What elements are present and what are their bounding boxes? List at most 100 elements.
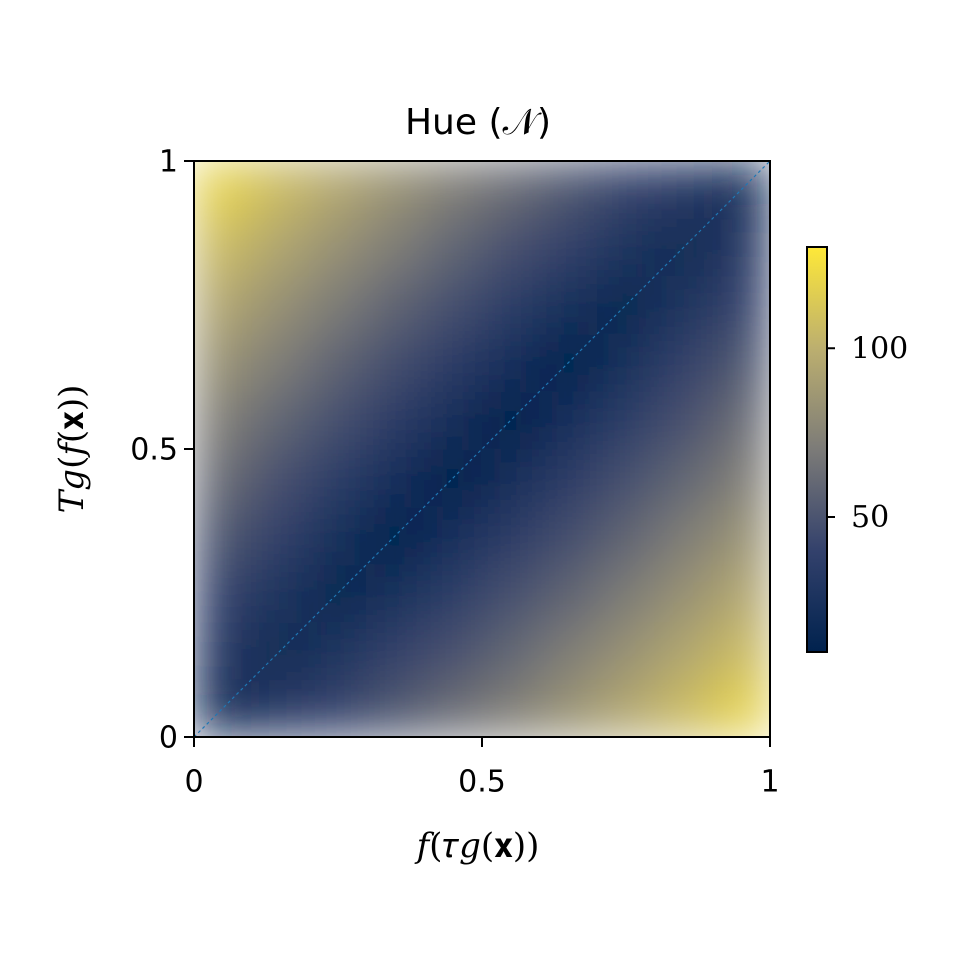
heat-cell <box>481 506 541 565</box>
heat-cell <box>596 275 656 335</box>
heat-cell <box>366 161 425 220</box>
heat-cell <box>251 218 310 277</box>
heat-cell <box>194 390 253 450</box>
heat-cell <box>423 218 483 277</box>
heat-cell <box>539 621 598 680</box>
heat-cell <box>194 275 253 335</box>
heat-cell <box>308 506 368 565</box>
heat-cell <box>423 275 483 335</box>
heat-cell <box>539 678 598 737</box>
y-axis-label: 𝑇𝑔(𝑓(𝐱)) <box>52 385 92 514</box>
heat-cell <box>251 678 310 737</box>
heat-cell <box>596 161 656 220</box>
heat-cell <box>654 678 713 737</box>
heat-cell <box>539 161 598 220</box>
colorbar-tick-label: 100 <box>851 331 908 366</box>
heat-cell <box>654 275 713 335</box>
heat-cell <box>366 678 425 737</box>
heat-cell <box>366 275 425 335</box>
heat-cell <box>596 448 656 508</box>
heat-cell <box>711 506 770 565</box>
heat-cell <box>539 448 598 508</box>
heat-cell <box>481 563 541 623</box>
heat-cell <box>251 275 310 335</box>
heat-cell <box>308 333 368 392</box>
heat-cell <box>539 218 598 277</box>
y-tick-label: 0 <box>159 721 178 756</box>
x-tick-label: 1 <box>760 765 779 800</box>
heat-cell <box>654 333 713 392</box>
heat-cell <box>711 218 770 277</box>
plot-area <box>194 161 770 737</box>
y-tick-label: 1 <box>159 145 178 180</box>
x-axis-label: 𝑓(𝜏𝑔(𝐱)) <box>414 826 540 866</box>
heat-cell <box>596 506 656 565</box>
overlay: 0 0.5 1 0 0.5 1 50 100 <box>130 145 908 800</box>
heat-cell <box>654 563 713 623</box>
heat-cell <box>194 161 253 220</box>
heat-cell <box>366 621 425 680</box>
heat-cell <box>654 621 713 680</box>
heat-cell <box>596 218 656 277</box>
heat-cell <box>481 218 541 277</box>
heat-cell <box>539 275 598 335</box>
x-tick-label: 0 <box>184 765 203 800</box>
heat-cell <box>194 333 253 392</box>
chart-title: Hue (𝒩) <box>405 102 551 143</box>
heat-cell <box>251 448 310 508</box>
heat-cell <box>366 563 425 623</box>
heat-cell <box>366 333 425 392</box>
heat-cell <box>539 506 598 565</box>
heat-cell <box>423 390 483 450</box>
heat-cell <box>711 678 770 737</box>
heatmap <box>194 161 770 737</box>
heat-cell <box>308 678 368 737</box>
heat-cell <box>481 448 541 508</box>
colorbar-tick-label: 50 <box>851 500 889 535</box>
heat-cell <box>308 275 368 335</box>
heat-cell <box>423 161 483 220</box>
heat-cell <box>423 506 483 565</box>
heat-cell <box>596 563 656 623</box>
heat-cell <box>596 390 656 450</box>
heat-cell <box>308 161 368 220</box>
heat-cell <box>481 161 541 220</box>
heat-cell <box>711 333 770 392</box>
heat-cell <box>423 621 483 680</box>
heat-cell <box>481 390 541 450</box>
heat-cell <box>654 506 713 565</box>
heat-cell <box>308 390 368 450</box>
heat-cell <box>481 678 541 737</box>
heat-cell <box>194 218 253 277</box>
heat-cell <box>539 390 598 450</box>
diagonal-line <box>193 160 771 738</box>
heat-cell <box>308 218 368 277</box>
heat-cell <box>194 621 253 680</box>
heat-cell <box>251 506 310 565</box>
heat-cell <box>423 678 483 737</box>
heat-cell <box>481 333 541 392</box>
heat-cell <box>423 333 483 392</box>
heat-cell <box>539 563 598 623</box>
colorbar <box>806 246 828 653</box>
heat-cell <box>251 333 310 392</box>
heat-cell <box>251 390 310 450</box>
heat-cell <box>366 390 425 450</box>
heat-cell <box>251 563 310 623</box>
heat-cell <box>711 563 770 623</box>
heat-cell <box>654 390 713 450</box>
heat-cell <box>654 161 713 220</box>
x-tick-label: 0.5 <box>458 765 506 800</box>
y-tick-label: 0.5 <box>130 433 178 468</box>
heat-cell <box>194 448 253 508</box>
heat-cell <box>711 448 770 508</box>
heat-cell <box>366 218 425 277</box>
heat-cell <box>194 563 253 623</box>
heat-cell <box>423 563 483 623</box>
heat-cell <box>596 621 656 680</box>
heat-cell <box>366 448 425 508</box>
heat-cell <box>481 621 541 680</box>
heat-cell <box>711 275 770 335</box>
heat-cell <box>251 161 310 220</box>
heat-cell <box>654 448 713 508</box>
